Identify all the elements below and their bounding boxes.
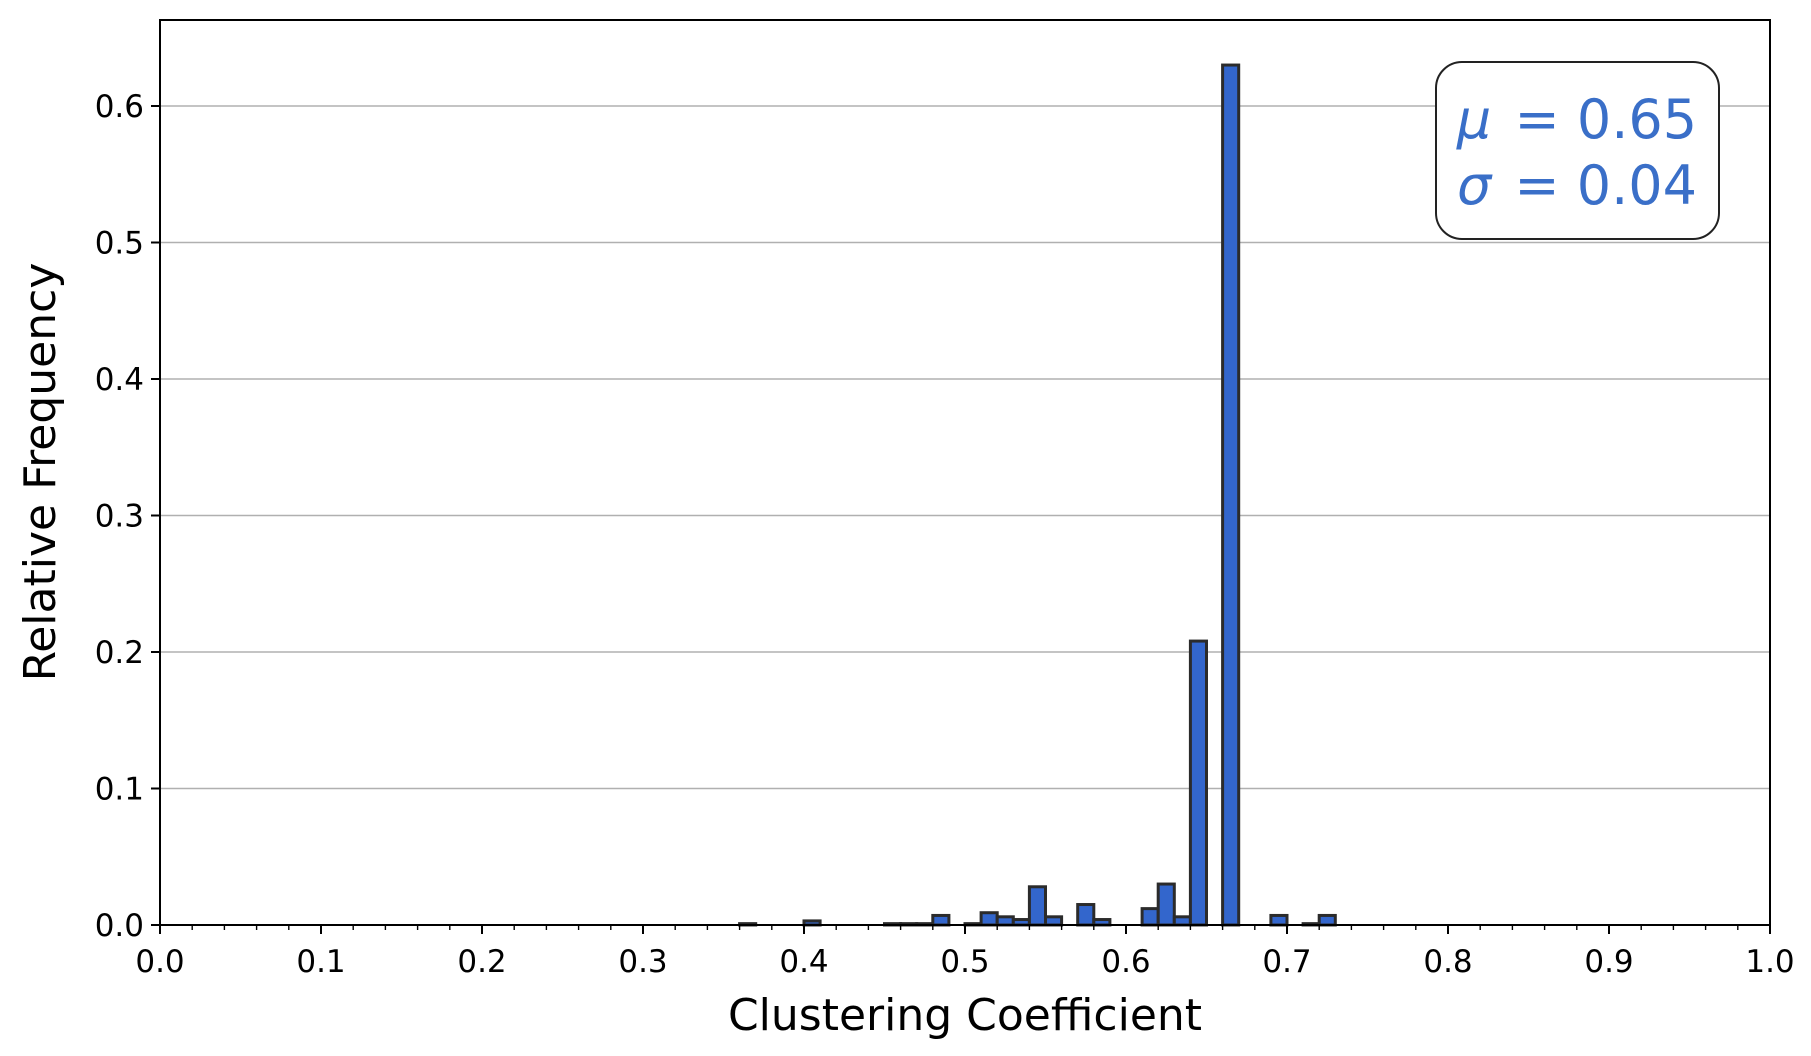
histogram-bar xyxy=(979,911,999,927)
x-tick-label: 0.1 xyxy=(296,944,345,980)
y-tick-label: 0.3 xyxy=(95,498,144,534)
histogram-bar xyxy=(1317,913,1337,927)
histogram-bar xyxy=(1140,907,1160,927)
y-tick-label: 0.0 xyxy=(95,908,144,944)
x-tick-label: 1.0 xyxy=(1745,944,1794,980)
x-tick-label: 0.3 xyxy=(618,944,667,980)
x-axis-title: Clustering Coefficient xyxy=(728,990,1202,1041)
sigma-value: = 0.04 xyxy=(1514,154,1697,217)
y-tick-label: 0.2 xyxy=(95,635,144,671)
histogram-bar xyxy=(1188,639,1209,927)
x-tick-label: 0.6 xyxy=(1101,944,1150,980)
mean-annotation: μ = 0.65 xyxy=(1456,88,1697,151)
mu-value: = 0.65 xyxy=(1514,88,1697,151)
x-tick-label: 0.9 xyxy=(1584,944,1633,980)
histogram-bar xyxy=(1044,915,1064,927)
x-tick-label: 0.5 xyxy=(940,944,989,980)
stats-annotation-box: μ = 0.65 σ = 0.04 xyxy=(1435,61,1720,240)
x-tick-label: 0.4 xyxy=(779,944,828,980)
y-tick-label: 0.5 xyxy=(95,225,144,261)
y-axis-ticks: 0.0 0.1 0.2 0.3 0.4 0.5 0.6 xyxy=(95,89,160,944)
histogram-bar xyxy=(1172,915,1192,927)
histogram-bar xyxy=(931,913,951,927)
x-tick-label: 0.7 xyxy=(1262,944,1311,980)
x-tick-label: 0.8 xyxy=(1423,944,1472,980)
histogram-bar xyxy=(1156,882,1176,927)
y-tick-label: 0.6 xyxy=(95,89,144,125)
y-axis-title: Relative Frequency xyxy=(15,263,66,682)
x-axis-ticks: 0.0 0.1 0.2 0.3 0.4 0.5 0.6 0.7 0.8 0.9 1.0 xyxy=(135,925,1795,980)
std-annotation: σ = 0.04 xyxy=(1457,154,1697,217)
x-tick-label: 0.2 xyxy=(457,944,506,980)
histogram-bar xyxy=(1076,903,1096,927)
y-tick-label: 0.1 xyxy=(95,771,144,807)
stats-box-frame xyxy=(1435,61,1720,240)
histogram-bar xyxy=(1269,913,1289,927)
histogram-bar xyxy=(995,915,1015,927)
histogram-bar xyxy=(1027,885,1048,927)
mu-symbol: μ xyxy=(1456,88,1491,151)
histogram-bar xyxy=(1221,63,1241,927)
x-tick-label: 0.0 xyxy=(135,944,184,980)
y-tick-label: 0.4 xyxy=(95,362,144,398)
sigma-symbol: σ xyxy=(1457,154,1493,217)
